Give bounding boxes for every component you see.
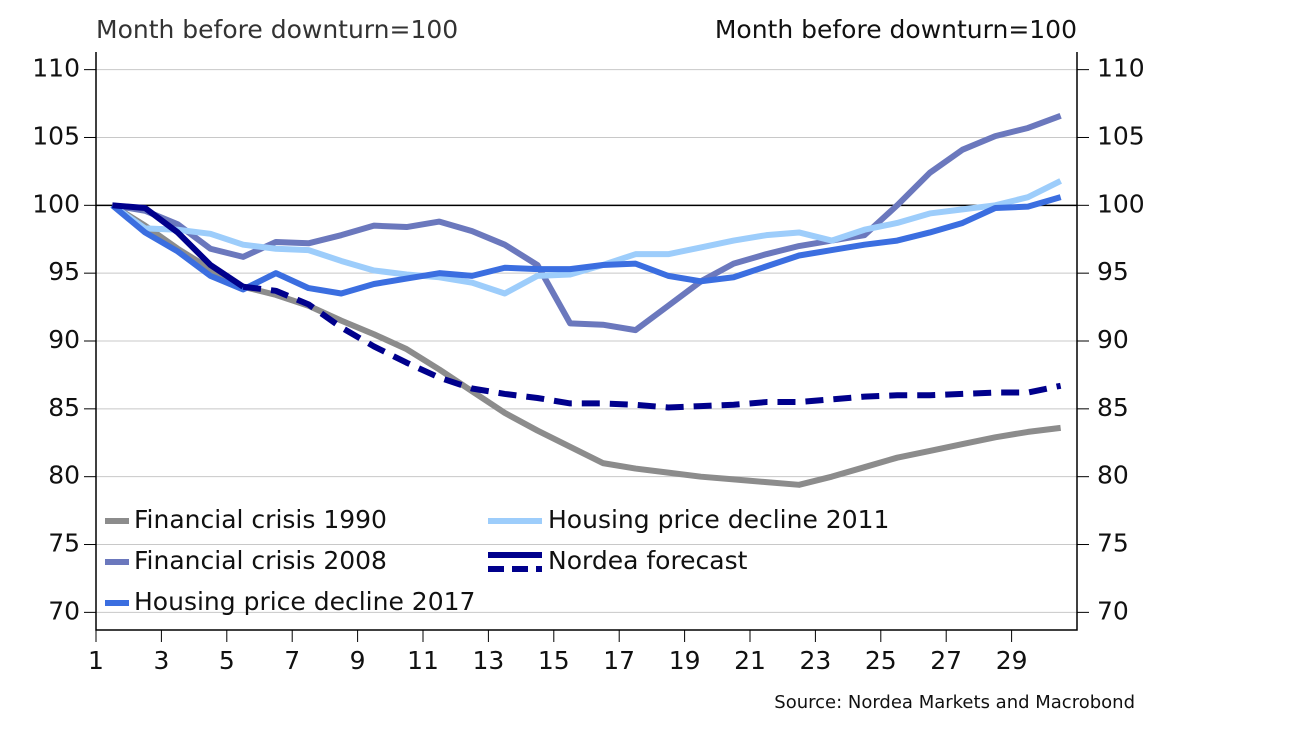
- x-tick-label: 21: [734, 646, 766, 675]
- x-tick-label: 11: [407, 646, 439, 675]
- x-tick-label: 1: [88, 646, 104, 675]
- series-line: [110, 202, 1062, 488]
- y2-tick-label: 90: [1097, 325, 1129, 354]
- x-tick-label: 15: [538, 646, 570, 675]
- legend-label: Financial crisis 2008: [134, 546, 387, 575]
- x-tick-label: 19: [669, 646, 701, 675]
- y2-tick-label: 110: [1097, 54, 1145, 83]
- y-tick-label: 100: [32, 189, 80, 218]
- y-tick-label: 85: [48, 393, 80, 422]
- x-tick-label: 9: [350, 646, 366, 675]
- x-tick-label: 23: [799, 646, 831, 675]
- x-tick-label: 29: [996, 646, 1028, 675]
- legend-label: Financial crisis 1990: [134, 505, 387, 534]
- series-line: [112, 202, 245, 290]
- legend-label: Housing price decline 2017: [134, 587, 475, 616]
- y-tick-label: 110: [32, 54, 80, 83]
- series-line-forecast: [242, 283, 1062, 411]
- series-line: [110, 194, 1062, 297]
- x-tick-label: 27: [930, 646, 962, 675]
- x-tick-label: 7: [284, 646, 300, 675]
- y2-tick-label: 100: [1097, 189, 1145, 218]
- y-tick-label: 70: [48, 596, 80, 625]
- legend-label: Housing price decline 2011: [548, 505, 889, 534]
- y-axis-label: Month before downturn=100: [96, 15, 458, 44]
- legend-label: Nordea forecast: [548, 546, 748, 575]
- source: Source: Nordea Markets and Macrobond: [774, 692, 1135, 713]
- y2-tick-label: 80: [1097, 461, 1129, 490]
- y2-tick-label: 95: [1097, 257, 1129, 286]
- x-tick-label: 25: [865, 646, 897, 675]
- y-tick-label: 105: [32, 121, 80, 150]
- x-tick-label: 13: [472, 646, 504, 675]
- x-tick-label: 3: [153, 646, 169, 675]
- y2-tick-label: 75: [1097, 529, 1129, 558]
- y2-tick-label: 85: [1097, 393, 1129, 422]
- x-tick-label: 5: [219, 646, 235, 675]
- y-tick-label: 80: [48, 461, 80, 490]
- y-tick-label: 90: [48, 325, 80, 354]
- y-tick-label: 95: [48, 257, 80, 286]
- y-tick-label: 75: [48, 529, 80, 558]
- y2-tick-label: 70: [1097, 596, 1129, 625]
- y2-axis-label: Month before downturn=100: [715, 15, 1077, 44]
- axes: [95, 52, 1078, 631]
- series-line: [111, 112, 1062, 334]
- x-tick-label: 17: [603, 646, 635, 675]
- y2-tick-label: 105: [1097, 121, 1145, 150]
